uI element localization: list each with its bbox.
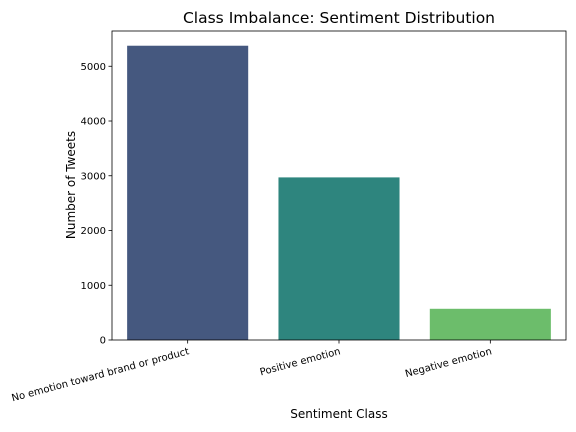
x-axis-label: Sentiment Class: [290, 407, 387, 421]
y-tick-label: 5000: [81, 62, 106, 73]
y-tick-label: 3000: [81, 171, 106, 182]
y-tick-label: 0: [100, 336, 106, 347]
chart-title: Class Imbalance: Sentiment Distribution: [183, 9, 495, 27]
x-tick-label: No emotion toward brand or product: [11, 346, 191, 404]
y-tick-label: 4000: [81, 117, 106, 128]
y-tick-label: 2000: [81, 226, 106, 237]
bar-3: [429, 308, 551, 340]
x-tick-label: Negative emotion: [404, 346, 493, 380]
x-tick-label: Positive emotion: [259, 346, 342, 378]
plot-area: 0 1000 2000 3000 4000 5000 No emotion toward b…: [11, 30, 567, 404]
y-tick-label: 1000: [81, 281, 106, 292]
bar-2: [278, 177, 400, 340]
bar-1: [127, 45, 249, 340]
y-axis-label: Number of Tweets: [64, 131, 78, 239]
